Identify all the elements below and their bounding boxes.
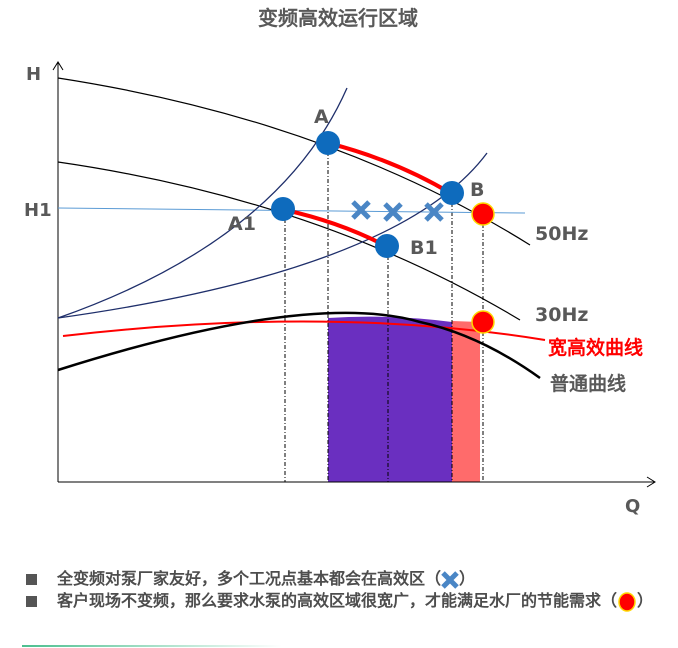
label-b: B	[470, 179, 484, 201]
bullet-item: 全变频对泵厂家友好，多个工况点基本都会在高效区（ ）	[22, 568, 672, 590]
bullet-list: 全变频对泵厂家友好，多个工况点基本都会在高效区（ ） 客户现场不变频，那么要求水泵…	[22, 568, 672, 613]
bullet-text: 客户现场不变频，那么要求水泵的高效区域很宽广，才能满足水厂的节能需求（	[57, 591, 618, 610]
point-a	[316, 131, 340, 155]
bullet-text: 全变频对泵厂家友好，多个工况点基本都会在高效区（	[57, 569, 442, 588]
cross-icon	[424, 202, 444, 222]
curve-50hz	[57, 77, 531, 246]
red-point-lower	[471, 310, 495, 334]
red-point-upper	[471, 202, 495, 226]
label-50hz: 50Hz	[535, 223, 588, 245]
x-axis-label: Q	[625, 496, 640, 517]
label-wide-curve: 宽高效曲线	[548, 336, 643, 359]
range-30hz	[284, 208, 389, 249]
curve-30hz	[57, 161, 521, 321]
title: 变频高效运行区域	[258, 6, 418, 30]
cross-icon	[383, 202, 403, 222]
cross-icon	[351, 200, 371, 220]
h1-label: H1	[24, 200, 52, 221]
wide-efficient-zone	[452, 321, 480, 482]
bullet-end: ）	[637, 591, 654, 610]
point-b1	[375, 234, 399, 258]
point-b	[440, 181, 464, 205]
red-dot-icon	[618, 591, 636, 612]
bullet-item: 客户现场不变频，那么要求水泵的高效区域很宽广，才能满足水厂的节能需求（ ）	[22, 590, 672, 613]
system-curve-1	[57, 87, 348, 319]
label-normal-curve: 普通曲线	[550, 372, 626, 395]
normal-efficiency-curve	[57, 311, 541, 380]
label-b1: B1	[410, 237, 438, 259]
divider	[22, 645, 282, 647]
efficient-zone	[328, 316, 452, 482]
blue-x-icon	[441, 570, 459, 589]
pump-curve-diagram: 变频高效运行区域 H H1 Q A B A1 B1 50Hz 30Hz 宽高效曲…	[24, 6, 656, 517]
bullet-end: ）	[459, 569, 476, 588]
bullet-square-icon	[26, 596, 37, 607]
bullet-square-icon	[26, 574, 37, 585]
range-50hz	[327, 141, 454, 196]
label-a: A	[314, 106, 329, 128]
label-a1: A1	[228, 213, 256, 235]
point-a1	[271, 197, 295, 221]
label-30hz: 30Hz	[535, 304, 588, 326]
y-axis-label: H	[26, 64, 41, 85]
